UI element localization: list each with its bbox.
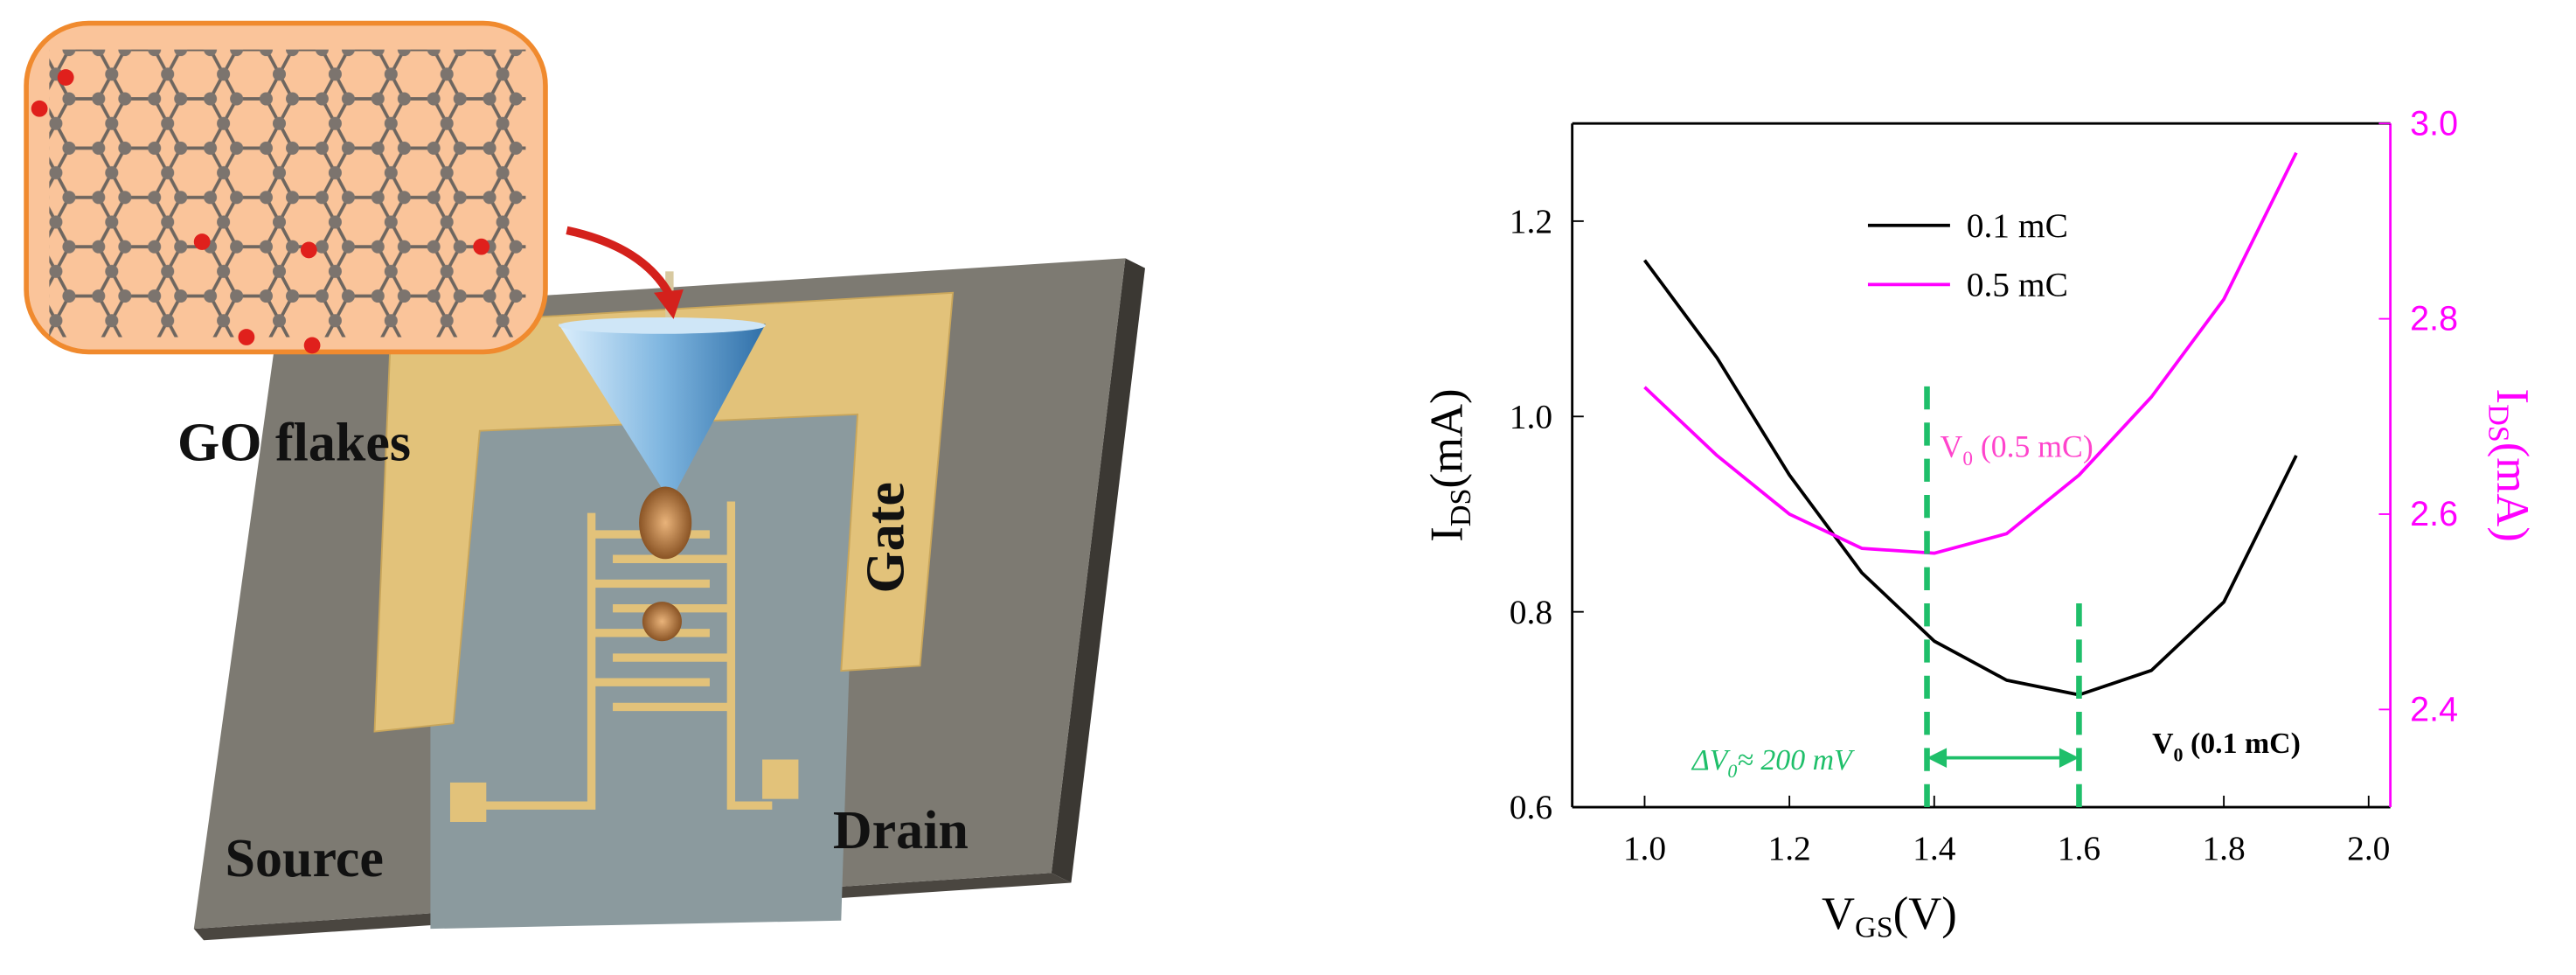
text-part: (V) <box>1893 888 1957 939</box>
y2-tick-label: 2.6 <box>2410 495 2458 533</box>
y-tick-label: 0.6 <box>1510 788 1552 826</box>
x-tick-label: 1.6 <box>2058 829 2100 867</box>
legend-label: 0.1 mC <box>1967 206 2068 245</box>
chart: 1.0 1.2 1.4 1.6 1.8 2.0 0.6 0.8 1.0 1.2 2.4 2.6 2.8 3… <box>1422 104 2538 944</box>
text-part: (mA) <box>1422 389 1473 489</box>
x-axis-label: VGS(V) <box>1822 888 1957 944</box>
go-flakes-label: GO flakes <box>177 413 411 472</box>
y2-axis-label: IDS(mA) <box>2482 389 2537 542</box>
x-tick-label: 1.0 <box>1623 829 1666 867</box>
y-tick-label: 1.0 <box>1510 397 1552 435</box>
x-tick-label: 1.8 <box>2202 829 2245 867</box>
y2-tick-label: 2.8 <box>2410 300 2458 338</box>
subscript: 0 <box>2174 743 2184 765</box>
subscript: GS <box>1855 912 1893 944</box>
y-axis-label: IDS(mA) <box>1422 389 1477 542</box>
source-label: Source <box>225 829 383 888</box>
text-part: (mA) <box>2487 442 2538 542</box>
text-part: (0.1 mC) <box>2184 728 2301 760</box>
annotation: ΔV0≈ 200 mV <box>1691 744 1855 782</box>
y-tick-label: 1.2 <box>1510 202 1552 240</box>
y-tick-label: 0.8 <box>1510 593 1552 631</box>
series-line <box>1643 151 2298 555</box>
gate-label: Gate <box>857 482 916 593</box>
y2-tick-label: 2.4 <box>2410 691 2458 729</box>
text-part: (0.5 mC) <box>1973 429 2093 464</box>
annotation: V0 (0.5 mC) <box>1941 429 2093 470</box>
device-illustration: GO flakes Gate Source Drain <box>24 20 1145 941</box>
text-part: V <box>2152 728 2174 760</box>
x-tick-label: 2.0 <box>2347 829 2390 867</box>
drain-label: Drain <box>833 801 969 860</box>
text-part: V <box>1822 888 1855 939</box>
annotation: V0 (0.1 mC) <box>2152 728 2301 765</box>
x-tick-label: 1.4 <box>1913 829 1956 867</box>
legend-label: 0.5 mC <box>1967 266 2068 304</box>
x-tick-label: 1.2 <box>1767 829 1810 867</box>
text-part: I <box>1422 526 1473 542</box>
series-line <box>1642 259 2298 697</box>
subscript: 0 <box>1727 760 1737 782</box>
subscript: DS <box>1445 488 1477 526</box>
y2-tick-label: 3.0 <box>2410 104 2458 143</box>
text-part: V <box>1941 429 1963 464</box>
subscript: DS <box>2482 404 2514 442</box>
text-part: I <box>2487 389 2538 405</box>
text-part: ≈ 200 mV <box>1737 744 1855 777</box>
text-part: ΔV <box>1691 744 1731 777</box>
subscript: 0 <box>1962 448 1973 470</box>
